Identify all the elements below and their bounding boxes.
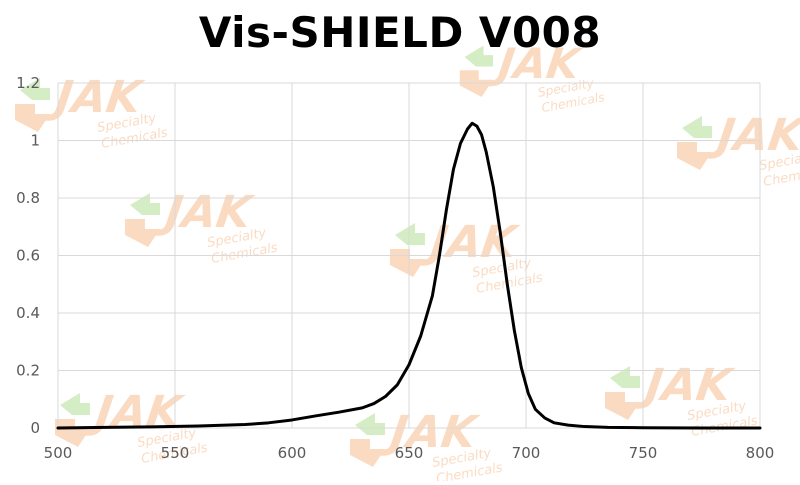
y-tick-label: 0 (30, 419, 40, 437)
jak-logo-arrow-icon (682, 116, 712, 138)
jak-logo-brand: JAK (489, 39, 587, 88)
x-tick-label: 550 (161, 444, 190, 462)
y-tick-label: 0.2 (16, 362, 40, 380)
y-tick-label: 1.2 (16, 74, 40, 92)
jak-logo-arrow-icon (355, 413, 385, 435)
x-tick-label: 800 (746, 444, 775, 462)
y-tick-label: 0.4 (16, 304, 40, 322)
jak-logo-arrow-icon (130, 193, 160, 215)
x-tick-label: 650 (395, 444, 424, 462)
jak-logo-arrow-icon (459, 70, 493, 97)
jak-logo-arrow-icon (60, 393, 90, 415)
y-tick-label: 0.6 (16, 247, 40, 265)
jak-logo-brand: JAK (380, 407, 482, 458)
x-tick-label: 500 (44, 444, 73, 462)
jak-logo-brand: JAK (635, 360, 737, 411)
jak-logo-arrow-icon (677, 142, 712, 170)
jak-logo-arrow-icon (395, 223, 425, 245)
series-line (56, 121, 762, 430)
y-tick-label: 0.8 (16, 189, 40, 207)
jak-logo-arrow-icon (390, 249, 425, 277)
jak-logo-brand: JAK (707, 110, 800, 161)
jak-logo-brand: JAK (45, 72, 147, 123)
jak-logo-arrow-icon (20, 78, 50, 100)
axis-layer: 500 550 600 650 700 750 800 0 0.2 0.4 0.6 0.8 1 1.2 (16, 74, 774, 462)
x-tick-label: 750 (629, 444, 658, 462)
y-tick-label: 1 (30, 132, 40, 150)
grid-layer (57, 82, 761, 429)
jak-logo-arrow-icon (55, 419, 90, 447)
x-tick-label: 600 (278, 444, 307, 462)
jak-logo-brand: JAK (155, 187, 257, 238)
jak-logo-arrow-icon (610, 366, 640, 388)
jak-logo-brand: JAK (85, 387, 187, 438)
jak-logo-arrow-icon (464, 45, 493, 67)
jak-logo-arrow-icon (15, 104, 50, 132)
jak-logo-arrow-icon (125, 219, 160, 247)
jak-logo-arrow-icon (350, 439, 385, 467)
x-tick-label: 700 (512, 444, 541, 462)
jak-logo-arrow-icon (605, 392, 640, 420)
chart-title: Vis-SHIELD V008 (198, 8, 602, 57)
series-layer (56, 121, 762, 430)
